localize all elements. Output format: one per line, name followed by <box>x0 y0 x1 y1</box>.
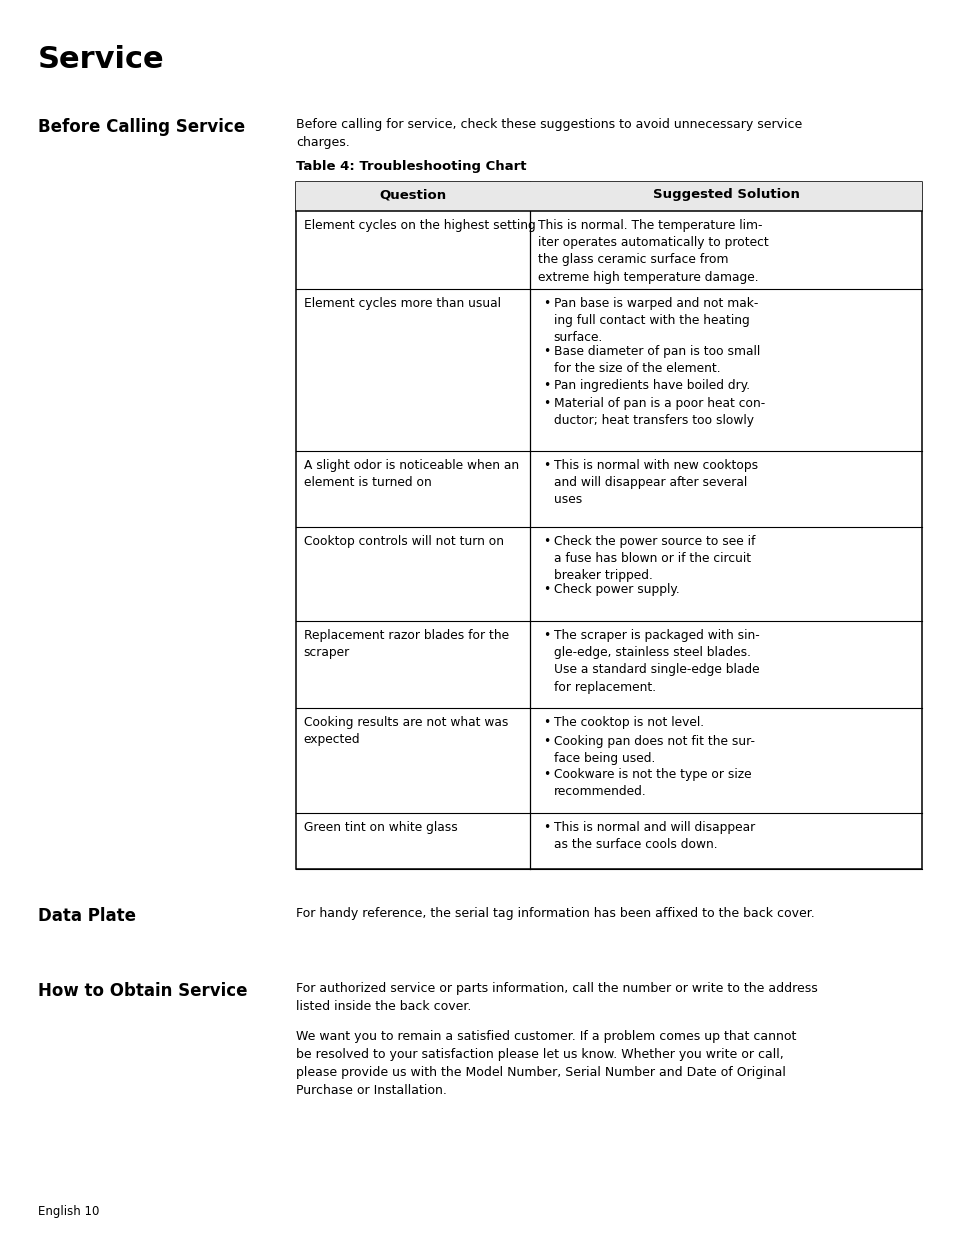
Text: •: • <box>542 398 550 410</box>
Text: This is normal with new cooktops
and will disappear after several
uses: This is normal with new cooktops and wil… <box>553 459 757 506</box>
Text: Green tint on white glass: Green tint on white glass <box>303 821 456 834</box>
Text: Element cycles more than usual: Element cycles more than usual <box>303 296 500 310</box>
Text: Data Plate: Data Plate <box>38 906 136 925</box>
Text: Check the power source to see if
a fuse has blown or if the circuit
breaker trip: Check the power source to see if a fuse … <box>553 535 754 583</box>
Text: •: • <box>542 821 550 834</box>
Text: Material of pan is a poor heat con-
ductor; heat transfers too slowly: Material of pan is a poor heat con- duct… <box>553 398 764 427</box>
Text: Table 4: Troubleshooting Chart: Table 4: Troubleshooting Chart <box>295 161 526 173</box>
Bar <box>295 182 921 210</box>
Text: This is normal. The temperature lim-
iter operates automatically to protect
the : This is normal. The temperature lim- ite… <box>537 219 767 284</box>
Text: A slight odor is noticeable when an
element is turned on: A slight odor is noticeable when an elem… <box>303 459 518 489</box>
Text: •: • <box>542 379 550 391</box>
Text: How to Obtain Service: How to Obtain Service <box>38 982 247 999</box>
Bar <box>295 182 921 868</box>
Text: Service: Service <box>38 44 165 74</box>
Text: English 10: English 10 <box>38 1205 99 1218</box>
Text: Cooking pan does not fit the sur-
face being used.: Cooking pan does not fit the sur- face b… <box>553 735 754 764</box>
Text: Check power supply.: Check power supply. <box>553 583 679 597</box>
Text: Pan base is warped and not mak-
ing full contact with the heating
surface.: Pan base is warped and not mak- ing full… <box>553 296 758 345</box>
Text: •: • <box>542 735 550 747</box>
Text: The scraper is packaged with sin-
gle-edge, stainless steel blades.
Use a standa: The scraper is packaged with sin- gle-ed… <box>553 629 759 694</box>
Text: Cookware is not the type or size
recommended.: Cookware is not the type or size recomme… <box>553 768 750 798</box>
Text: •: • <box>542 583 550 597</box>
Text: •: • <box>542 629 550 642</box>
Text: •: • <box>542 346 550 358</box>
Text: We want you to remain a satisfied customer. If a problem comes up that cannot
be: We want you to remain a satisfied custom… <box>295 1030 796 1097</box>
Text: Suggested Solution: Suggested Solution <box>652 188 799 201</box>
Text: Replacement razor blades for the
scraper: Replacement razor blades for the scraper <box>303 629 508 659</box>
Text: Pan ingredients have boiled dry.: Pan ingredients have boiled dry. <box>553 379 749 391</box>
Text: Before Calling Service: Before Calling Service <box>38 119 245 136</box>
Text: This is normal and will disappear
as the surface cools down.: This is normal and will disappear as the… <box>553 821 754 851</box>
Text: Base diameter of pan is too small
for the size of the element.: Base diameter of pan is too small for th… <box>553 346 760 375</box>
Text: •: • <box>542 768 550 781</box>
Text: Cooking results are not what was
expected: Cooking results are not what was expecte… <box>303 716 507 746</box>
Text: Question: Question <box>379 188 446 201</box>
Text: Before calling for service, check these suggestions to avoid unnecessary service: Before calling for service, check these … <box>295 119 801 149</box>
Text: •: • <box>542 459 550 472</box>
Text: •: • <box>542 296 550 310</box>
Text: •: • <box>542 535 550 548</box>
Text: For handy reference, the serial tag information has been affixed to the back cov: For handy reference, the serial tag info… <box>295 906 814 920</box>
Text: The cooktop is not level.: The cooktop is not level. <box>553 716 703 729</box>
Text: For authorized service or parts information, call the number or write to the add: For authorized service or parts informat… <box>295 982 817 1013</box>
Text: Element cycles on the highest setting: Element cycles on the highest setting <box>303 219 535 232</box>
Text: •: • <box>542 716 550 729</box>
Text: Cooktop controls will not turn on: Cooktop controls will not turn on <box>303 535 503 548</box>
